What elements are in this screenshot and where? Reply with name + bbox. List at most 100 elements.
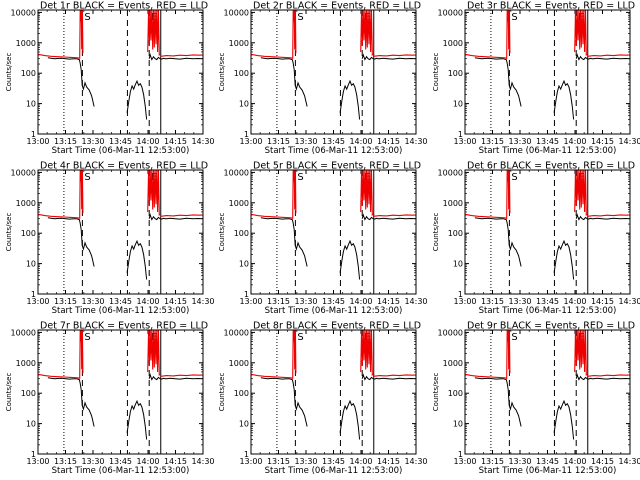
x-tick-label: 13:45 [536, 457, 559, 466]
x-tick-label: 13:00 [239, 457, 262, 466]
x-tick-label: 13:15 [54, 457, 77, 466]
y-tick-label: 1 [458, 450, 463, 459]
events-series-line [339, 399, 361, 440]
x-tick-label: 13:45 [322, 137, 345, 146]
events-series-line [260, 377, 308, 427]
marker-label: S [84, 332, 90, 343]
y-tick-label: 1 [244, 290, 249, 299]
x-tick-label: 13:00 [453, 137, 476, 146]
x-axis-label: Start Time (06-Mar-11 12:53:00) [479, 306, 617, 316]
x-tick-label: 13:45 [322, 457, 345, 466]
x-tick-label: 14:00 [563, 137, 586, 146]
events-series-line [126, 239, 148, 280]
marker-label: E [151, 332, 157, 343]
x-tick-label: 14:00 [136, 297, 159, 306]
panel-2: Det 2r BLACK = Events, RED = LLD Counts/s… [218, 1, 428, 157]
x-axis-label: Start Time (06-Mar-11 12:53:00) [265, 306, 403, 316]
lld-series-line [251, 10, 297, 59]
x-tick-label: 13:00 [239, 297, 262, 306]
x-tick-label: 14:30 [618, 137, 640, 146]
panel-3: Det 3r BLACK = Events, RED = LLD Counts/s… [432, 1, 640, 157]
events-series-line [148, 373, 203, 381]
x-tick-label: 14:00 [563, 297, 586, 306]
y-tick-label: 10 [453, 260, 463, 269]
y-tick-label: 1 [458, 290, 463, 299]
marker-label: E [578, 172, 584, 183]
x-tick-label: 14:00 [349, 137, 372, 146]
marker-label: E [578, 12, 584, 23]
events-series-line [361, 373, 416, 381]
events-series-line [148, 213, 203, 221]
events-series-line [553, 239, 575, 280]
lld-series-line [160, 374, 203, 377]
lld-series-line [574, 170, 588, 216]
x-tick-label: 14:00 [349, 297, 372, 306]
lld-series-line [147, 170, 161, 216]
x-tick-label: 14:30 [404, 457, 427, 466]
lld-series-line [587, 214, 630, 217]
x-tick-label: 14:30 [191, 297, 214, 306]
y-axis-label: Counts/sec [5, 213, 13, 252]
x-tick-label: 14:30 [618, 457, 640, 466]
y-tick-label: 10000 [11, 168, 36, 177]
x-tick-label: 13:30 [81, 137, 104, 146]
lld-series-line [360, 10, 374, 56]
x-tick-label: 14:15 [377, 457, 400, 466]
x-tick-label: 13:00 [239, 137, 262, 146]
y-tick-label: 100 [234, 229, 249, 238]
x-tick-label: 14:15 [164, 137, 187, 146]
events-series-line [47, 217, 95, 267]
panel-7: Det 7r BLACK = Events, RED = LLD Counts/s… [5, 321, 215, 477]
x-tick-label: 13:15 [481, 457, 504, 466]
marker-label: E [364, 332, 370, 343]
x-tick-label: 13:45 [536, 297, 559, 306]
lld-series-line [38, 330, 84, 379]
events-series-line [47, 377, 95, 427]
x-tick-label: 14:30 [191, 137, 214, 146]
y-tick-label: 1 [458, 130, 463, 139]
lld-series-line [587, 54, 630, 57]
events-series-line [474, 217, 522, 267]
y-tick-label: 100 [448, 69, 463, 78]
y-tick-label: 100 [21, 389, 36, 398]
panel-6: Det 6r BLACK = Events, RED = LLD Counts/s… [432, 161, 640, 317]
y-axis-label: Counts/sec [218, 53, 226, 92]
events-series-line [339, 79, 361, 120]
x-tick-label: 14:00 [136, 137, 159, 146]
marker-label: S [297, 172, 303, 183]
x-tick-label: 13:30 [294, 457, 317, 466]
lld-series-line [147, 10, 161, 56]
x-tick-label: 14:15 [164, 297, 187, 306]
x-tick-label: 13:30 [508, 297, 531, 306]
y-tick-label: 1000 [16, 199, 36, 208]
x-tick-label: 13:30 [294, 137, 317, 146]
events-series-line [148, 53, 203, 61]
y-tick-label: 10 [26, 100, 36, 109]
x-tick-label: 14:00 [563, 457, 586, 466]
x-tick-label: 13:30 [508, 457, 531, 466]
plot-frame [464, 9, 631, 135]
plot-frame [250, 169, 417, 295]
plot-frame [37, 329, 204, 455]
lld-series-line [465, 170, 511, 219]
plot-frame [464, 169, 631, 295]
x-tick-label: 13:00 [453, 457, 476, 466]
events-series-line [260, 217, 308, 267]
y-tick-label: 1 [244, 130, 249, 139]
x-tick-label: 13:00 [26, 297, 49, 306]
plot-frame [37, 169, 204, 295]
x-tick-label: 14:15 [591, 137, 614, 146]
panel-4: Det 4r BLACK = Events, RED = LLD Counts/s… [5, 161, 215, 317]
y-tick-label: 10 [26, 260, 36, 269]
events-series-line [575, 213, 630, 221]
panel-title: Det 7r BLACK = Events, RED = LLD [40, 321, 208, 332]
panel-title: Det 2r BLACK = Events, RED = LLD [253, 1, 421, 12]
panel-title: Det 5r BLACK = Events, RED = LLD [253, 161, 421, 172]
events-series-line [474, 57, 522, 107]
y-axis-label: Counts/sec [218, 213, 226, 252]
